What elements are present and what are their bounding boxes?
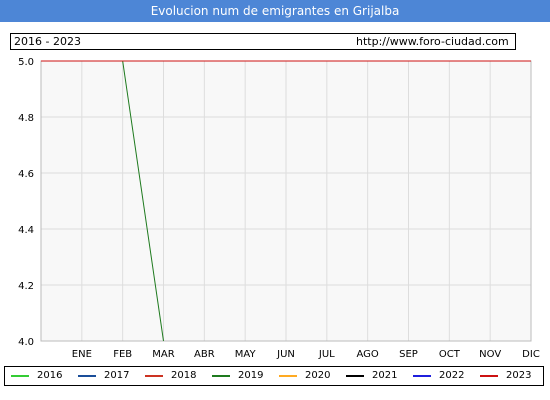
x-tick-label: DIC xyxy=(522,349,540,360)
y-tick-label: 5.0 xyxy=(18,57,34,68)
x-tick-label: JUN xyxy=(276,349,295,360)
legend-label: 2016 xyxy=(37,370,63,381)
y-tick-label: 4.4 xyxy=(18,225,34,236)
x-tick-label: MAY xyxy=(235,349,257,360)
legend-label: 2023 xyxy=(506,370,532,381)
legend-label: 2017 xyxy=(104,370,130,381)
y-tick-label: 4.6 xyxy=(18,169,34,180)
y-tick-label: 4.8 xyxy=(18,113,34,124)
info-box: 2016 - 2023 http://www.foro-ciudad.com xyxy=(10,33,516,50)
source-url: http://www.foro-ciudad.com xyxy=(356,35,509,48)
legend-label: 2019 xyxy=(238,370,264,381)
legend-label: 2021 xyxy=(372,370,398,381)
legend-swatch xyxy=(11,375,29,377)
y-tick-label: 4.0 xyxy=(18,337,34,348)
period-label: 2016 - 2023 xyxy=(14,35,81,48)
x-tick-label: NOV xyxy=(479,349,501,360)
x-tick-label: ENE xyxy=(72,349,92,360)
x-tick-label: ABR xyxy=(194,349,215,360)
chart-title: Evolucion num de emigrantes en Grijalba xyxy=(0,0,550,22)
legend-swatch xyxy=(279,375,297,377)
chart-legend: 2016 2017 2018 2019 2020 2021 2022 2023 xyxy=(4,366,544,386)
y-tick-label: 4.2 xyxy=(18,281,34,292)
x-tick-label: OCT xyxy=(439,349,461,360)
x-tick-label: AGO xyxy=(357,349,379,360)
legend-label: 2022 xyxy=(439,370,465,381)
legend-swatch xyxy=(145,375,163,377)
legend-swatch xyxy=(212,375,230,377)
x-tick-label: JUL xyxy=(318,349,335,360)
x-tick-label: MAR xyxy=(152,349,174,360)
legend-label: 2020 xyxy=(305,370,331,381)
legend-swatch xyxy=(78,375,96,377)
x-tick-label: FEB xyxy=(113,349,132,360)
legend-swatch xyxy=(480,375,498,377)
legend-swatch xyxy=(413,375,431,377)
legend-swatch xyxy=(346,375,364,377)
x-tick-label: SEP xyxy=(399,349,418,360)
legend-label: 2018 xyxy=(171,370,197,381)
